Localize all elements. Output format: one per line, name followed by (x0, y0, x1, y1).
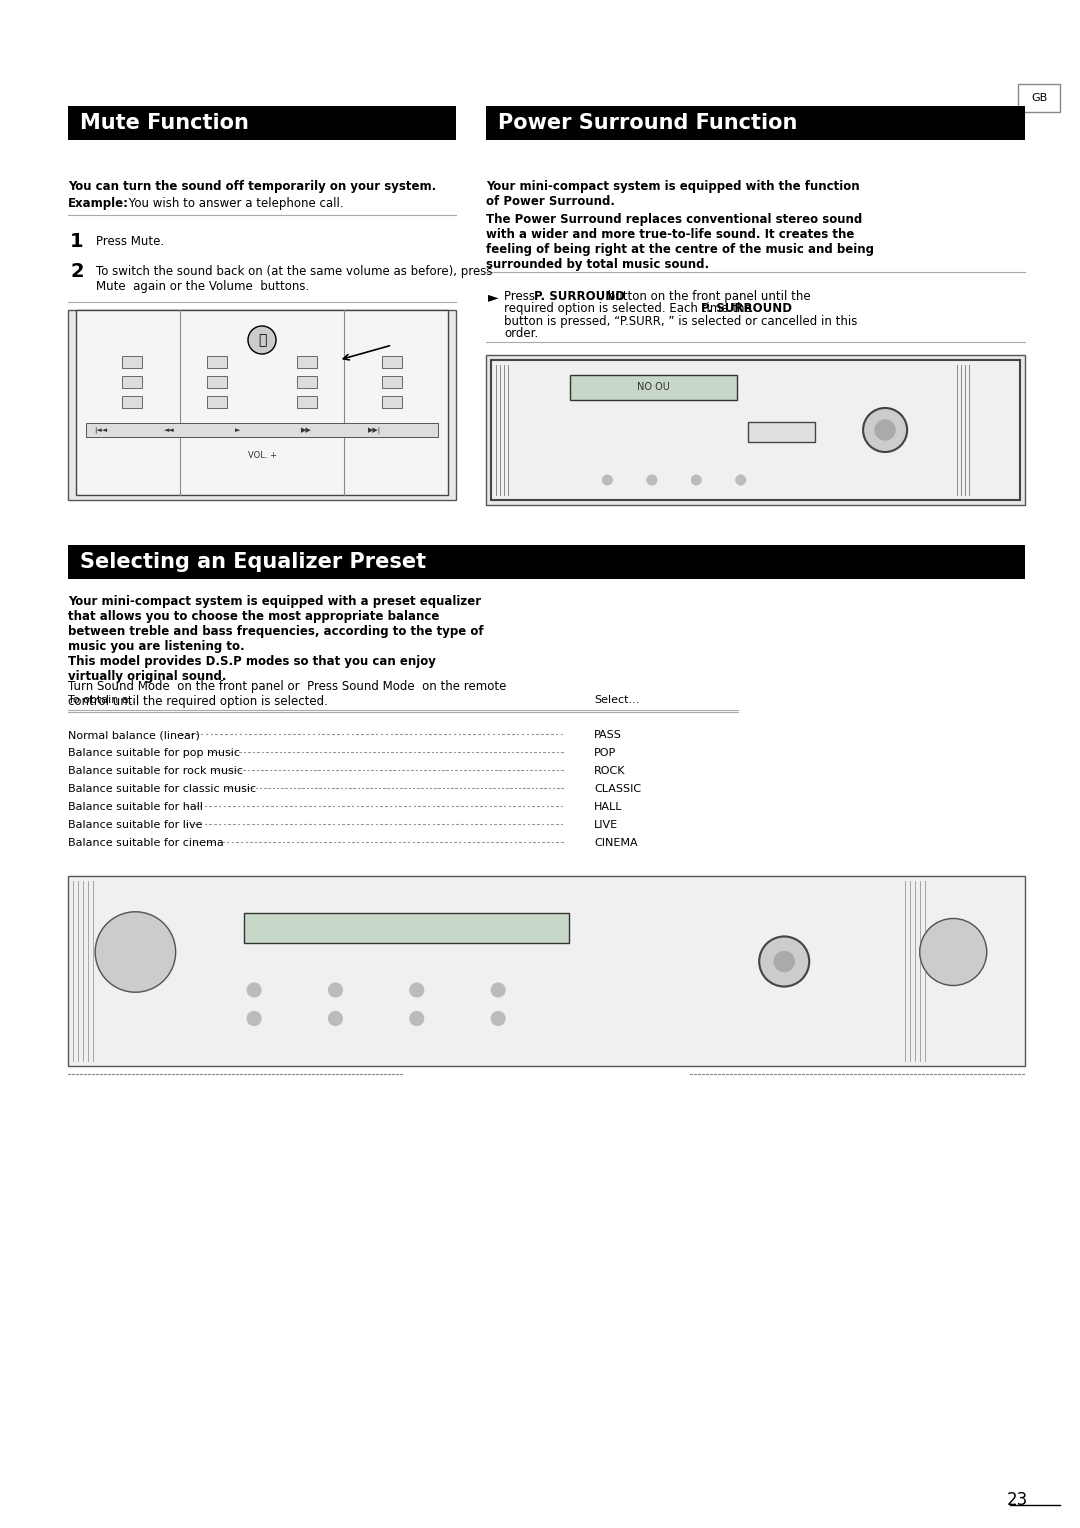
Text: 2: 2 (70, 261, 83, 281)
Circle shape (328, 1012, 342, 1025)
Circle shape (603, 475, 612, 484)
Circle shape (735, 475, 745, 484)
Text: To switch the sound back on (at the same volume as before), press
Mute  again or: To switch the sound back on (at the same… (96, 264, 492, 293)
Bar (486, 105, 1025, 141)
Text: Balance suitable for rock music: Balance suitable for rock music (68, 766, 243, 776)
Text: Normal balance (linear): Normal balance (linear) (68, 730, 200, 740)
Circle shape (409, 1012, 423, 1025)
Text: CLASSIC: CLASSIC (594, 784, 642, 795)
Text: POP: POP (594, 749, 617, 758)
Text: NO OU: NO OU (637, 382, 670, 393)
Text: LIVE: LIVE (594, 821, 619, 830)
Circle shape (774, 952, 794, 972)
Circle shape (491, 1012, 505, 1025)
Bar (68, 105, 456, 141)
Bar (748, 422, 814, 442)
Text: Balance suitable for classic music: Balance suitable for classic music (68, 784, 256, 795)
Text: To obtain a...: To obtain a... (68, 695, 139, 704)
Circle shape (691, 475, 701, 484)
Circle shape (875, 420, 895, 440)
Bar (382, 376, 402, 388)
Circle shape (759, 937, 809, 987)
Circle shape (920, 918, 987, 986)
Text: Balance suitable for hall: Balance suitable for hall (68, 802, 203, 811)
Text: button on the front panel until the: button on the front panel until the (604, 290, 811, 303)
Text: Power Surround Function: Power Surround Function (498, 113, 797, 133)
Bar (297, 396, 316, 408)
Bar (570, 374, 737, 400)
Text: required option is selected. Each time the: required option is selected. Each time t… (504, 303, 756, 315)
Text: Balance suitable for pop music: Balance suitable for pop music (68, 749, 240, 758)
Bar (297, 356, 316, 368)
Text: |◄◄: |◄◄ (94, 426, 108, 434)
Text: Turn Sound Mode  on the front panel or  Press Sound Mode  on the remote
control : Turn Sound Mode on the front panel or Pr… (68, 680, 507, 707)
Text: ►: ► (235, 426, 241, 432)
Text: Press Mute.: Press Mute. (96, 235, 164, 248)
Bar (122, 396, 141, 408)
Text: You wish to answer a telephone call.: You wish to answer a telephone call. (125, 197, 343, 209)
Text: ◄◄: ◄◄ (164, 426, 175, 432)
Text: order.: order. (504, 327, 538, 341)
Circle shape (491, 983, 505, 996)
Circle shape (409, 983, 423, 996)
Text: 23: 23 (1007, 1491, 1028, 1510)
Text: GB: GB (1031, 93, 1048, 102)
Text: P. SURROUND: P. SURROUND (701, 303, 792, 315)
Bar (76, 310, 448, 495)
Text: ROCK: ROCK (594, 766, 625, 776)
Text: Balance suitable for live: Balance suitable for live (68, 821, 203, 830)
Bar (207, 376, 228, 388)
Bar (486, 354, 1025, 504)
Text: Mute Function: Mute Function (80, 113, 248, 133)
Text: VOL. +: VOL. + (247, 451, 276, 460)
Bar (297, 376, 316, 388)
Bar (207, 356, 228, 368)
Text: You can turn the sound off temporarily on your system.: You can turn the sound off temporarily o… (68, 180, 436, 193)
Bar (68, 545, 1025, 579)
Circle shape (647, 475, 657, 484)
Text: This model provides D.S.P modes so that you can enjoy
virtually original sound.: This model provides D.S.P modes so that … (68, 656, 436, 683)
Bar (491, 361, 1020, 500)
Bar (382, 356, 402, 368)
Bar (68, 310, 456, 500)
Circle shape (863, 408, 907, 452)
Text: ▶▶: ▶▶ (301, 426, 311, 432)
Circle shape (247, 1012, 261, 1025)
Text: ►: ► (488, 290, 499, 304)
Text: The Power Surround replaces conventional stereo sound
with a wider and more true: The Power Surround replaces conventional… (486, 212, 874, 270)
Bar (122, 356, 141, 368)
Circle shape (248, 325, 276, 354)
Text: PASS: PASS (594, 730, 622, 740)
Bar (244, 912, 569, 943)
Text: 1: 1 (70, 232, 83, 251)
Bar (122, 376, 141, 388)
Bar (207, 396, 228, 408)
Bar (68, 876, 1025, 1067)
Text: ⏻: ⏻ (258, 333, 266, 347)
Text: Example:: Example: (68, 197, 129, 209)
Text: Your mini-compact system is equipped with the function
of Power Surround.: Your mini-compact system is equipped wit… (486, 180, 860, 208)
Circle shape (247, 983, 261, 996)
Bar (86, 423, 438, 437)
Text: P. SURROUND: P. SURROUND (534, 290, 625, 303)
Text: CINEMA: CINEMA (594, 837, 638, 848)
Text: Press: Press (504, 290, 539, 303)
Text: Balance suitable for cinema: Balance suitable for cinema (68, 837, 224, 848)
Text: Select...: Select... (594, 695, 639, 704)
Bar (1018, 84, 1059, 112)
Circle shape (328, 983, 342, 996)
Text: Selecting an Equalizer Preset: Selecting an Equalizer Preset (80, 552, 427, 571)
Text: button is pressed, “P.SURR, ” is selected or cancelled in this: button is pressed, “P.SURR, ” is selecte… (504, 315, 858, 329)
Bar (382, 396, 402, 408)
Circle shape (95, 912, 176, 992)
Text: HALL: HALL (594, 802, 623, 811)
Text: ▶▶|: ▶▶| (368, 426, 381, 434)
Text: Your mini-compact system is equipped with a preset equalizer
that allows you to : Your mini-compact system is equipped wit… (68, 594, 484, 652)
